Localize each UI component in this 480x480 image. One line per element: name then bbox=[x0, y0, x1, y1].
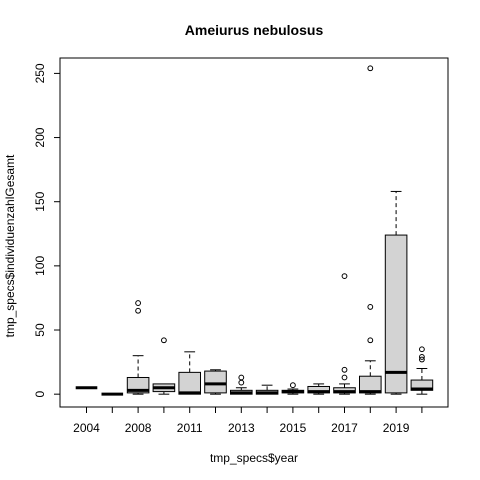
x-tick-label: 2008 bbox=[125, 421, 152, 435]
x-axis-label: tmp_specs$year bbox=[210, 451, 298, 465]
x-tick-label: 2019 bbox=[383, 421, 410, 435]
outlier-point bbox=[135, 307, 142, 314]
outlier-point bbox=[419, 356, 425, 363]
x-tick-label: 2017 bbox=[331, 421, 358, 435]
box-iqr bbox=[178, 371, 201, 395]
y-tick-label: 0 bbox=[33, 391, 47, 398]
x-tick-label: 2004 bbox=[73, 421, 100, 435]
box-2019 bbox=[384, 190, 408, 395]
outlier-point bbox=[341, 273, 348, 280]
box-iqr bbox=[204, 370, 227, 394]
outlier-point bbox=[367, 65, 374, 72]
y-tick-label: 50 bbox=[33, 323, 47, 337]
box-2017 bbox=[333, 273, 356, 395]
y-tick-label: 250 bbox=[33, 63, 47, 83]
box-2016 bbox=[307, 383, 330, 395]
outlier-point bbox=[238, 374, 245, 381]
y-tick-label: 100 bbox=[33, 256, 47, 276]
chart-title: Ameiurus nebulosus bbox=[185, 22, 324, 38]
y-axis-label: tmp_specs$individuenzahlGesamt bbox=[3, 154, 17, 337]
box-2011 bbox=[178, 351, 201, 395]
outlier-point bbox=[341, 374, 348, 381]
box-2015 bbox=[281, 382, 305, 395]
y-axis: 0 50 100 150 200 250 bbox=[33, 63, 61, 398]
outlier-point bbox=[161, 337, 167, 344]
box-2020 bbox=[410, 346, 434, 395]
x-axis: 2004 2008 2011 2013 2015 2017 2019 bbox=[73, 406, 423, 435]
outlier-point bbox=[419, 354, 425, 360]
y-tick-label: 150 bbox=[33, 191, 47, 211]
x-tick-label: 2011 bbox=[177, 421, 203, 435]
box-2010 bbox=[152, 337, 176, 395]
outlier-point bbox=[290, 382, 296, 389]
x-tick-label: 2013 bbox=[228, 421, 255, 435]
box-2018 bbox=[359, 65, 382, 395]
box-2012 bbox=[204, 369, 227, 395]
outlier-point bbox=[367, 304, 374, 310]
box-2014 bbox=[255, 384, 279, 395]
x-tick-label: 2015 bbox=[280, 421, 307, 435]
box-2013 bbox=[230, 374, 253, 395]
boxes-group bbox=[75, 65, 434, 396]
outlier-point bbox=[135, 300, 142, 306]
box-2008 bbox=[126, 300, 150, 395]
outlier-point bbox=[419, 346, 425, 353]
outlier-point bbox=[367, 337, 374, 344]
outlier-point bbox=[341, 366, 348, 373]
y-tick-label: 200 bbox=[33, 127, 47, 147]
outlier-point bbox=[238, 379, 245, 386]
box-iqr bbox=[384, 234, 408, 394]
